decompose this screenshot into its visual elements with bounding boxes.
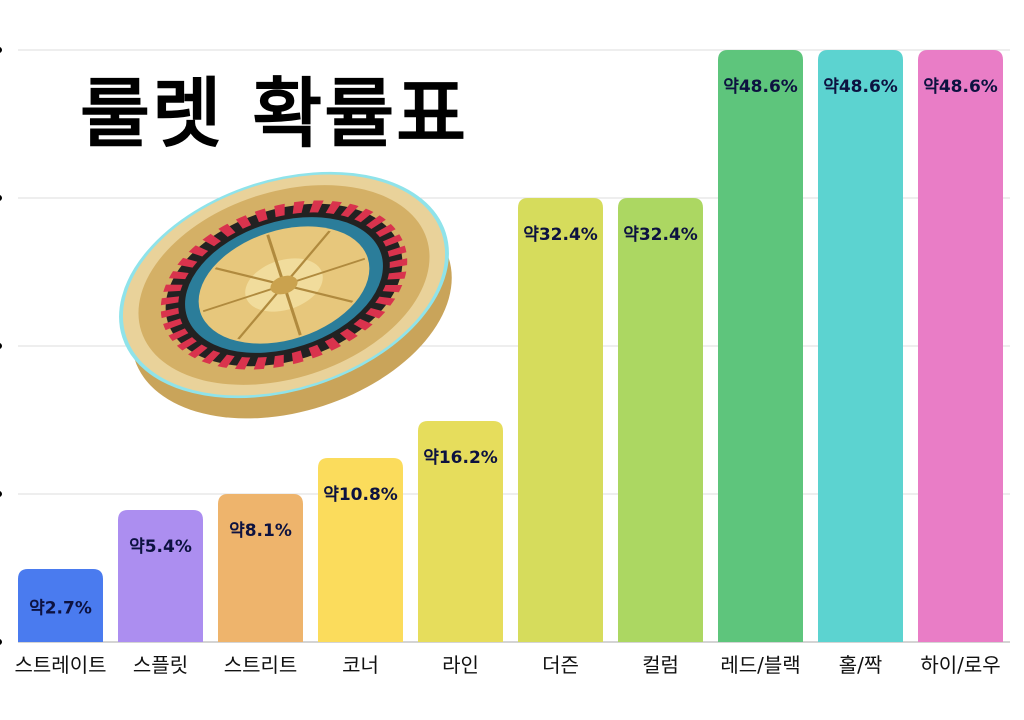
roulette-wheel-image bbox=[112, 150, 457, 429]
data-label: 약8.1% bbox=[229, 520, 292, 541]
data-label: 약32.4% bbox=[523, 224, 598, 245]
x-tick-label: 스플릿 bbox=[133, 653, 188, 677]
x-tick-label: 더즌 bbox=[542, 653, 579, 677]
data-label: 약10.8% bbox=[323, 484, 398, 505]
data-label: 약5.4% bbox=[129, 536, 192, 557]
bar bbox=[418, 421, 503, 642]
y-tick-mark bbox=[0, 343, 2, 349]
bar bbox=[818, 50, 903, 642]
x-tick-label: 스트레이트 bbox=[15, 653, 107, 677]
x-tick-label: 홀/짝 bbox=[839, 653, 883, 677]
data-label: 약16.2% bbox=[423, 447, 498, 468]
bar bbox=[518, 198, 603, 642]
y-tick-mark bbox=[0, 491, 2, 497]
bar bbox=[718, 50, 803, 642]
y-tick-mark bbox=[0, 47, 2, 53]
bar bbox=[318, 458, 403, 642]
bar bbox=[118, 510, 203, 642]
bar bbox=[618, 198, 703, 642]
bar bbox=[18, 569, 103, 642]
x-tick-label: 하이/로우 bbox=[920, 653, 1000, 677]
x-tick-label: 코너 bbox=[342, 653, 379, 677]
x-tick-label: 레드/블랙 bbox=[720, 653, 800, 677]
data-label: 약48.6% bbox=[823, 76, 898, 97]
y-tick-mark bbox=[0, 195, 2, 201]
x-tick-label: 컬럼 bbox=[642, 653, 679, 677]
x-tick-label: 라인 bbox=[442, 653, 479, 677]
y-tick-mark bbox=[0, 639, 2, 645]
data-label: 약2.7% bbox=[29, 598, 92, 619]
data-label: 약48.6% bbox=[723, 76, 798, 97]
data-label: 약32.4% bbox=[623, 224, 698, 245]
data-label: 약48.6% bbox=[923, 76, 998, 97]
x-tick-label: 스트리트 bbox=[224, 653, 298, 677]
bar bbox=[918, 50, 1003, 642]
bar bbox=[218, 494, 303, 642]
chart-title: 룰렛 확률표 bbox=[80, 69, 469, 158]
